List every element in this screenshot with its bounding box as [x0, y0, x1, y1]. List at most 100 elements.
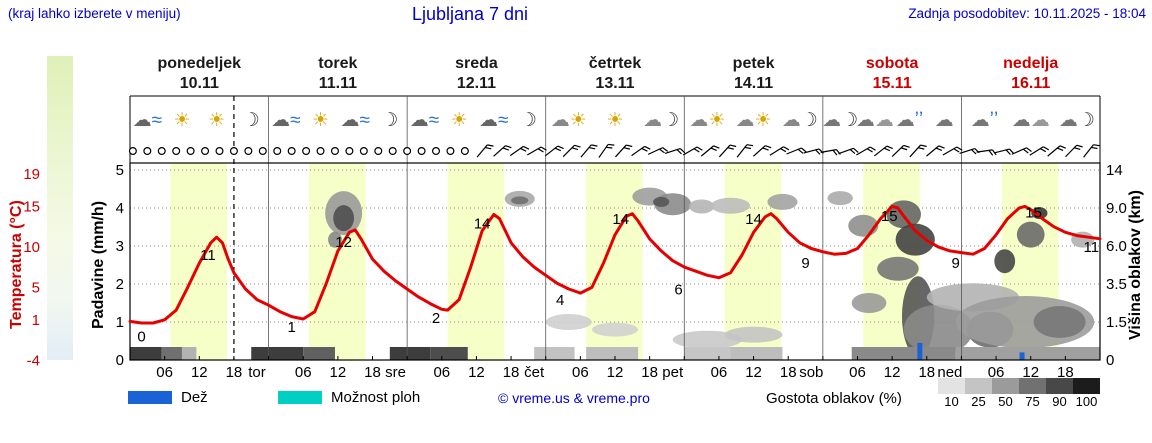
- temp-value-label: 1: [287, 319, 295, 336]
- wind-barb: [526, 146, 547, 156]
- wind-barb: [752, 145, 772, 157]
- wind-barb: [891, 144, 910, 157]
- weather-icon: ☽: [520, 110, 537, 131]
- weather-icon: ☁≈: [479, 110, 508, 131]
- cloud-blob: [653, 196, 670, 207]
- time-label: 18: [641, 364, 658, 381]
- sky-cover-circle: [460, 147, 469, 156]
- cloud-blob: [333, 205, 355, 232]
- wind-barb: [803, 148, 824, 155]
- wind-barb: [562, 144, 581, 158]
- weather-icon: ☁≈: [340, 110, 369, 131]
- temp-value-label: 15: [1025, 205, 1042, 222]
- weather-icon: ☀: [451, 110, 468, 131]
- day-date: 15.11: [873, 75, 912, 92]
- day-date: 14.11: [734, 75, 773, 92]
- weather-icon: ☀: [606, 110, 623, 131]
- sky-cover-circle: [172, 147, 181, 156]
- low-cloud-band: [684, 347, 731, 360]
- cloud-blob: [827, 191, 853, 206]
- location-hint: (kraj lahko izberete v meniju): [8, 6, 181, 21]
- temp-value-label: 14: [745, 211, 762, 228]
- wind-barb: [838, 147, 859, 155]
- wind-barb: [959, 147, 980, 155]
- wind-barb: [942, 146, 963, 156]
- page-title: Ljubljana 7 dni: [411, 4, 529, 24]
- wind-barb: [580, 144, 598, 158]
- sky-cover-circle: [302, 147, 311, 156]
- sky-cover-circle: [186, 147, 195, 156]
- low-cloud-band: [161, 347, 182, 360]
- wind-barb: [682, 146, 703, 156]
- daylight-band: [447, 163, 505, 360]
- low-cloud-band: [430, 347, 468, 360]
- cloud-density-value: 50: [998, 394, 1013, 409]
- cloud-blob: [1033, 306, 1086, 338]
- temp-value-label: 9: [951, 255, 959, 272]
- sky-cover-circle: [417, 147, 426, 156]
- cloud-density-swatch: [1046, 378, 1073, 394]
- precip-axis-tick: 5: [116, 162, 124, 179]
- sky-cover-circle: [388, 147, 397, 156]
- wind-barb: [736, 144, 754, 158]
- weather-icon: ☁☽: [643, 110, 679, 131]
- day-name: petek: [733, 55, 775, 72]
- wind-barb: [544, 145, 564, 157]
- time-label: 18: [226, 364, 243, 381]
- cloud-blob: [688, 199, 715, 214]
- cloud-height-axis-tick: 1.5: [1106, 314, 1127, 331]
- wind-barb: [873, 145, 893, 157]
- sky-cover-circle: [446, 147, 455, 156]
- temp-value-label: 11: [200, 247, 216, 264]
- sky-cover-circle: [244, 147, 253, 156]
- cloud-density-swatch: [1019, 378, 1046, 394]
- sky-cover-circle: [143, 147, 152, 156]
- wind-barb: [647, 147, 669, 155]
- temp-value-label: 4: [556, 292, 564, 309]
- wind-barb: [1029, 146, 1050, 156]
- day-abbr-label: čet: [524, 364, 545, 381]
- day-name: sreda: [455, 55, 498, 72]
- cloud-density-value: 75: [1025, 394, 1040, 409]
- credit-link[interactable]: © vreme.us & vreme.pro: [498, 390, 650, 406]
- day-date: 16.11: [1011, 75, 1050, 92]
- temp-axis-tick: 1: [32, 312, 40, 329]
- cloud-blob: [994, 249, 1016, 274]
- cloud-blob: [903, 304, 973, 355]
- cloud-density-value: 100: [1075, 394, 1098, 409]
- weather-icon: ☁☽: [822, 110, 858, 131]
- legend-rain: Dež: [128, 389, 208, 406]
- time-label: 12: [1022, 364, 1039, 381]
- cloud-density-scale: 10 25 50 75 90 100: [938, 378, 1102, 409]
- wind-barb: [909, 144, 927, 158]
- wind-barb: [476, 144, 494, 158]
- weather-icon: ☁≈: [410, 110, 439, 131]
- time-label: 18: [1057, 364, 1074, 381]
- cloud-density-value: 25: [971, 394, 986, 409]
- cloud-blob: [1016, 221, 1045, 248]
- cloud-height-axis-tick: 6.0: [1106, 238, 1127, 255]
- weather-icon: ☁ʼʼ: [971, 110, 998, 131]
- cloud-density-value: 90: [1052, 394, 1067, 409]
- wind-barb: [493, 145, 512, 157]
- cloud-blob: [545, 314, 592, 330]
- cloud-density-swatch: [938, 378, 965, 394]
- time-label: 12: [468, 364, 485, 381]
- low-cloud-band: [251, 347, 304, 360]
- day-name: ponedeljek: [157, 55, 241, 72]
- day-date: 12.11: [457, 75, 496, 92]
- temp-value-label: 14: [474, 215, 491, 232]
- sky-cover-circle: [287, 147, 296, 156]
- wind-barb: [1011, 147, 1032, 155]
- sky-cover-circle: [316, 147, 325, 156]
- day-abbr-label: pet: [662, 364, 684, 381]
- cloud-height-axis-tick: 14: [1106, 162, 1123, 179]
- cloud-height-axis-tick: 0: [1106, 352, 1114, 369]
- cloud-blob: [672, 330, 743, 349]
- sky-cover-circle: [215, 147, 224, 156]
- shower-label: Možnost ploh: [331, 389, 421, 406]
- temp-value-label: 9: [801, 255, 809, 272]
- wind-barb: [1065, 144, 1083, 158]
